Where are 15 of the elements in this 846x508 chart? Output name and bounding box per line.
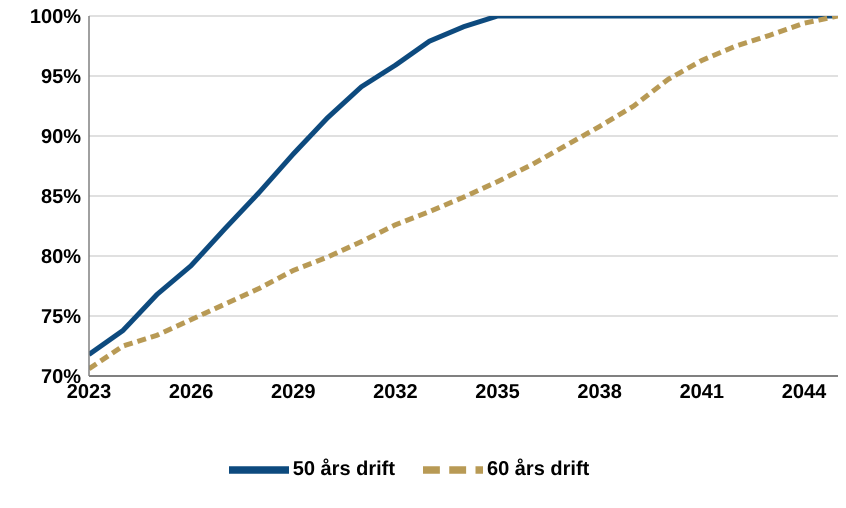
x-tick-label: 2044 (782, 381, 828, 404)
x-tick-label: 2029 (271, 381, 316, 404)
y-tick-label: 85% (40, 186, 82, 208)
x-tick-label: 2038 (577, 381, 622, 404)
y-tick-label: 75% (40, 306, 82, 328)
x-tick-label: 2041 (680, 381, 724, 404)
x-tick-label: 2035 (475, 381, 520, 404)
legend-label: 50 års drift (292, 458, 395, 480)
y-tick-label: 90% (40, 126, 82, 148)
y-tick-label: 80% (40, 246, 82, 268)
legend-label: 60 års drift (487, 458, 590, 480)
x-tick-label: 2026 (168, 381, 214, 404)
y-tick-label: 95% (40, 66, 82, 88)
x-tick-label: 2032 (373, 381, 418, 404)
y-tick-label: 100% (30, 6, 82, 28)
